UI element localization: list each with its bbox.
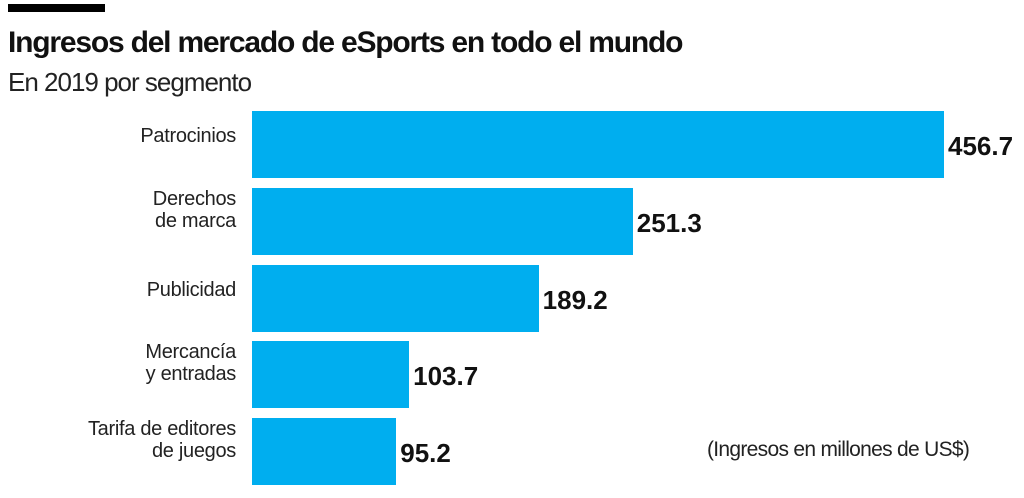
category-label-line: Mercancía <box>145 341 236 364</box>
value-label: 251.3 <box>636 207 702 238</box>
chart-subtitle: En 2019 por segmento <box>8 67 252 97</box>
category-label: Patrocinios <box>140 125 236 147</box>
category-label-line: y entradas <box>145 363 237 386</box>
category-label-line: Derechos <box>152 187 237 210</box>
category-label: Tarifa de editores de juegos <box>88 418 236 462</box>
bar <box>252 341 410 409</box>
category-label-line: Tarifa de editores <box>87 418 236 441</box>
category-label-line: Patrocinios <box>140 125 236 147</box>
bar <box>252 187 633 255</box>
bar <box>252 418 397 486</box>
bar <box>252 264 539 332</box>
value-label: 189.2 <box>542 284 608 315</box>
title-accent-bar <box>8 4 105 12</box>
value-label: 456.7 <box>948 131 1014 161</box>
bar <box>252 111 944 178</box>
value-label: 103.7 <box>413 361 479 392</box>
category-label-line: Publicidad <box>146 278 237 301</box>
category-label: Mercancía y entradas <box>145 341 236 385</box>
units-note: (Ingresos en millones de US$) <box>707 438 970 461</box>
category-label-line: de juegos <box>151 440 236 463</box>
category-label-line: de marca <box>155 209 236 232</box>
category-label: Publicidad <box>146 278 237 301</box>
chart-title: Ingresos del mercado de eSports en todo … <box>8 26 683 59</box>
value-label: 95.2 <box>400 438 451 469</box>
category-label: Derechos de marca <box>152 187 237 232</box>
